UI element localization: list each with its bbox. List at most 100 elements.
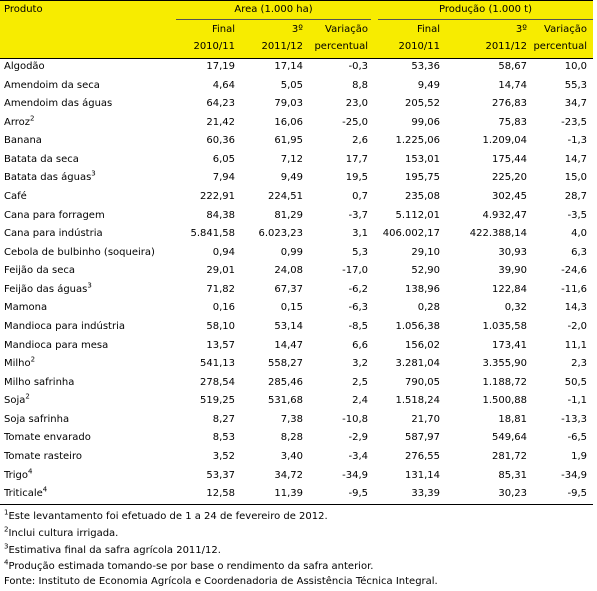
data-cell: 3,2 — [352, 358, 368, 370]
product-name: Soja — [4, 395, 26, 407]
data-cell: 85,31 — [498, 469, 527, 481]
data-cell: 235,08 — [405, 190, 440, 202]
product-cell: Banana — [4, 135, 42, 147]
product-cell: Soja safrinha — [4, 414, 69, 426]
data-cell: 3,40 — [280, 450, 303, 462]
data-cell: 64,23 — [206, 98, 235, 110]
data-cell: 406.002,17 — [382, 228, 440, 240]
product-name: Mandioca para indústria — [4, 320, 125, 332]
column-header: 3º — [291, 24, 303, 35]
data-cell: 6,05 — [212, 153, 235, 165]
product-cell: Tomate envarado — [4, 432, 91, 444]
data-cell: 4,64 — [212, 79, 235, 91]
column-header: percentual — [314, 41, 368, 52]
data-cell: 0,16 — [212, 302, 235, 314]
product-cell: Amendoim das águas — [4, 98, 112, 110]
data-cell: 1.225,06 — [395, 135, 440, 147]
data-cell: -25,0 — [342, 116, 368, 128]
data-cell: 3,1 — [352, 228, 368, 240]
product-cell: Amendoim da seca — [4, 80, 100, 92]
product-name: Triticale — [4, 488, 43, 500]
header-background — [0, 0, 593, 58]
group-header: Produção (1.000 t) — [438, 4, 532, 15]
data-cell: 50,5 — [564, 376, 587, 388]
footnote-ref: 2 — [30, 114, 35, 123]
data-cell: 23,0 — [345, 98, 368, 110]
data-cell: 7,94 — [212, 172, 235, 184]
data-cell: 24,08 — [274, 265, 303, 277]
data-cell: -10,8 — [342, 413, 368, 425]
data-cell: 302,45 — [492, 190, 527, 202]
product-name: Amendoim da seca — [4, 79, 100, 91]
data-cell: -6,3 — [348, 302, 368, 314]
product-name: Mamona — [4, 302, 48, 314]
rule — [0, 0, 593, 1]
footnote-text: Produção estimada tomando-se por base o … — [8, 561, 374, 572]
data-cell: 285,46 — [268, 376, 303, 388]
product-cell: Milho2 — [4, 356, 35, 370]
data-cell: 6,6 — [352, 339, 368, 351]
column-header: Variação — [325, 24, 368, 35]
footnote-ref: 4 — [28, 467, 33, 476]
data-cell: 531,68 — [268, 395, 303, 407]
footnote: 2Inclui cultura irrigada. — [4, 526, 119, 540]
data-cell: 19,5 — [345, 172, 368, 184]
data-cell: -2,9 — [348, 432, 368, 444]
product-cell: Feijão das águas3 — [4, 282, 92, 296]
data-cell: 75,83 — [498, 116, 527, 128]
data-cell: 81,29 — [274, 209, 303, 221]
column-header: Variação — [544, 24, 587, 35]
data-cell: 17,14 — [274, 61, 303, 72]
data-cell: -3,4 — [348, 450, 368, 462]
data-cell: 52,90 — [411, 265, 440, 277]
data-cell: 53,37 — [206, 469, 235, 481]
data-cell: 790,05 — [405, 376, 440, 388]
data-cell: 278,54 — [200, 376, 235, 388]
data-cell: 1.035,58 — [482, 320, 527, 332]
data-cell: -6,2 — [348, 283, 368, 295]
rule — [378, 19, 593, 20]
data-cell: 541,13 — [200, 358, 235, 370]
data-cell: 2,3 — [571, 358, 587, 370]
data-cell: 5.112,01 — [395, 209, 440, 221]
data-cell: 2,6 — [352, 135, 368, 147]
product-cell: Algodão — [4, 61, 45, 73]
data-cell: 549,64 — [492, 432, 527, 444]
data-cell: -2,0 — [567, 320, 587, 332]
data-cell: -34,9 — [561, 469, 587, 481]
source: Fonte: Instituto de Economia Agrícola e … — [4, 576, 438, 587]
data-cell: 276,55 — [405, 450, 440, 462]
data-cell: 10,0 — [564, 61, 587, 72]
product-name: Batata da seca — [4, 153, 79, 165]
product-cell: Café — [4, 191, 27, 203]
data-cell: 8,28 — [280, 432, 303, 444]
product-name: Batata das águas — [4, 172, 92, 184]
data-cell: 30,23 — [498, 488, 527, 500]
product-cell: Batata das águas3 — [4, 171, 96, 184]
data-cell: 153,01 — [405, 153, 440, 165]
data-cell: 5,3 — [352, 246, 368, 258]
data-cell: -1,3 — [567, 135, 587, 147]
data-cell: 7,38 — [280, 413, 303, 425]
column-header: Final — [416, 24, 440, 35]
data-cell: 205,52 — [405, 98, 440, 110]
product-cell: Cebola de bulbinho (soqueira) — [4, 247, 155, 259]
group-header: Area (1.000 ha) — [234, 4, 313, 15]
data-cell: 29,01 — [206, 265, 235, 277]
data-cell: -34,9 — [342, 469, 368, 481]
data-cell: 58,67 — [498, 61, 527, 72]
footnote: 1Este levantamento foi efetuado de 1 a 2… — [4, 509, 328, 523]
data-cell: 173,41 — [492, 339, 527, 351]
product-name: Feijão da seca — [4, 265, 75, 277]
product-cell: Mandioca para indústria — [4, 321, 125, 333]
product-name: Feijão das águas — [4, 283, 88, 295]
product-name: Tomate rasteiro — [4, 450, 82, 462]
footnote-text: Inclui cultura irrigada. — [8, 528, 119, 539]
data-cell: 6.023,23 — [258, 228, 303, 240]
data-cell: 587,97 — [405, 432, 440, 444]
data-cell: 8,8 — [352, 79, 368, 91]
data-cell: -11,6 — [561, 283, 587, 295]
product-name: Arroz — [4, 116, 31, 128]
data-cell: 79,03 — [274, 98, 303, 110]
column-header: 3º — [515, 24, 527, 35]
